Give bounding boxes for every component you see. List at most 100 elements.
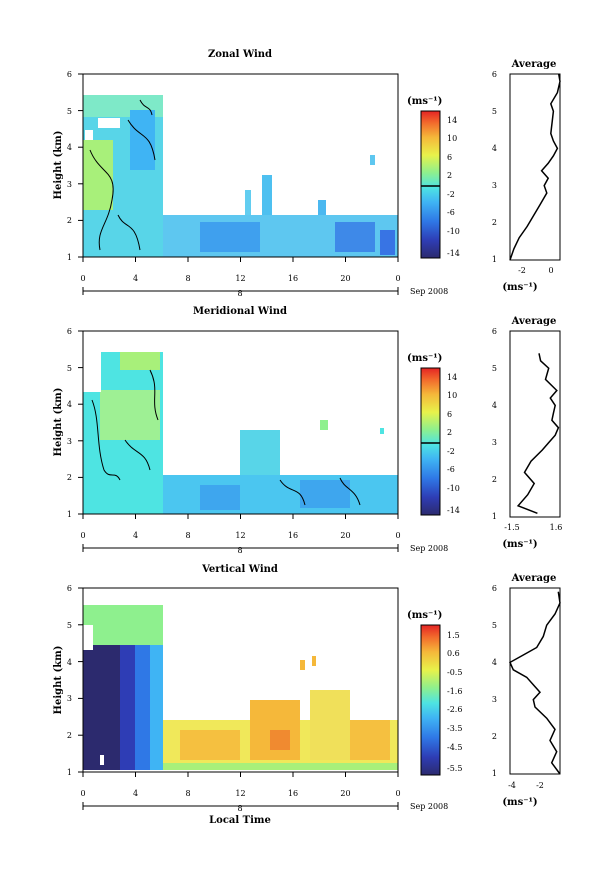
- svg-text:5: 5: [492, 621, 497, 630]
- colorbar-label: 14: [447, 116, 457, 125]
- meridional-wind-title: Meridional Wind: [193, 306, 287, 317]
- meridional-average: Average 1 2 3 4 5 6 -1.5 1.6 (ms⁻¹): [492, 316, 562, 550]
- svg-text:2: 2: [492, 732, 497, 741]
- meridional-wind-panel: Meridional Wind 0: [53, 306, 562, 555]
- zonal-day-bar: 8 Sep 2008: [82, 287, 448, 298]
- y-tick-label: 6: [67, 327, 72, 336]
- vertical-average: Average 1 2 3 4 5 6 -4 -2 (ms⁻¹): [492, 573, 561, 808]
- svg-text:6: 6: [492, 327, 497, 336]
- colorbar-unit: (ms⁻¹): [407, 96, 442, 107]
- vertical-wind-panel: Vertical Wind: [53, 564, 561, 826]
- date-label: Sep 2008: [410, 802, 448, 811]
- colorbar-label: -4.5: [447, 743, 462, 752]
- x-tick-label: 4: [133, 531, 138, 540]
- zonal-y-axis: Height (km) 1 2 3 4 5 6: [53, 70, 83, 262]
- y-axis-label: Height (km): [53, 388, 64, 457]
- zonal-average-profile: [509, 73, 561, 261]
- meridional-average-profile: [516, 353, 560, 514]
- colorbar-label: 6: [447, 153, 452, 162]
- date-label: Sep 2008: [410, 544, 448, 553]
- colorbar-label: 10: [447, 391, 457, 400]
- colorbar-label: -1.6: [447, 687, 462, 696]
- x-tick-label: 4: [133, 274, 138, 283]
- x-tick-label: 16: [288, 789, 298, 798]
- svg-text:3: 3: [492, 438, 497, 447]
- colorbar-label: -6: [447, 208, 455, 217]
- y-tick-label: 3: [67, 180, 72, 189]
- x-tick-label: 20: [340, 531, 350, 540]
- colorbar-label: -3.5: [447, 724, 462, 733]
- colorbar-label: -10: [447, 484, 460, 493]
- avg-unit: (ms⁻¹): [502, 282, 537, 293]
- svg-text:6: 6: [492, 584, 497, 593]
- meridional-x-axis: 0 4 8 12 16 20 0: [80, 514, 401, 540]
- day-marker: 8: [237, 804, 242, 813]
- y-tick-label: 6: [67, 584, 72, 593]
- y-tick-label: 3: [67, 694, 72, 703]
- x-tick-label: 8: [185, 274, 190, 283]
- colorbar-label: 1.5: [447, 631, 460, 640]
- svg-text:3: 3: [492, 181, 497, 190]
- colorbar-label: -2: [447, 447, 455, 456]
- colorbar-label: 10: [447, 134, 457, 143]
- average-title: Average: [511, 59, 557, 70]
- colorbar-label: 14: [447, 373, 457, 382]
- date-label: Sep 2008: [410, 287, 448, 296]
- colorbar-label: 0.6: [447, 649, 460, 658]
- x-tick-label: 16: [288, 531, 298, 540]
- vertical-y-axis: Height (km) 1 2 3 4 5 6: [53, 584, 83, 777]
- colorbar-label: 2: [447, 428, 452, 437]
- avg-x-tick: 1.6: [550, 523, 563, 532]
- avg-x-tick: -2: [536, 781, 544, 790]
- colorbar-label: -5.5: [447, 764, 462, 773]
- x-tick-label: 0: [395, 531, 400, 540]
- vertical-colorbar: (ms⁻¹) 1.5 0.6 -0.5 -1.6 -2.6 -3.5 -4.5 …: [407, 610, 462, 776]
- y-axis-label: Height (km): [53, 646, 64, 715]
- x-tick-label: 20: [340, 274, 350, 283]
- x-tick-label: 0: [80, 274, 85, 283]
- colorbar-label: -6: [447, 465, 455, 474]
- zonal-average: Average 1 2 3 4 5 6 -2 0 (ms⁻¹): [492, 59, 561, 293]
- x-tick-label: 0: [395, 274, 400, 283]
- x-tick-label: 8: [185, 789, 190, 798]
- svg-text:5: 5: [492, 107, 497, 116]
- svg-text:4: 4: [492, 144, 497, 153]
- colorbar-unit: (ms⁻¹): [407, 610, 442, 621]
- y-tick-label: 2: [67, 473, 72, 482]
- y-tick-label: 5: [67, 364, 72, 373]
- x-tick-label: 20: [340, 789, 350, 798]
- day-marker: 8: [237, 289, 242, 298]
- y-tick-label: 1: [67, 768, 72, 777]
- x-tick-label: 0: [395, 789, 400, 798]
- x-tick-label: 4: [133, 789, 138, 798]
- colorbar-label: -2: [447, 190, 455, 199]
- meridional-colorbar: (ms⁻¹) 14 10 6 2 -2 -6 -10 -14: [407, 353, 460, 516]
- vertical-average-profile: [509, 591, 561, 775]
- meridional-field: [83, 352, 398, 514]
- avg-unit: (ms⁻¹): [502, 797, 537, 808]
- y-tick-label: 1: [67, 510, 72, 519]
- meridional-y-axis: Height (km) 1 2 3 4 5 6: [53, 327, 83, 519]
- svg-text:3: 3: [492, 695, 497, 704]
- y-axis-label: Height (km): [53, 131, 64, 200]
- avg-unit: (ms⁻¹): [502, 539, 537, 550]
- svg-text:2: 2: [492, 218, 497, 227]
- svg-text:6: 6: [492, 70, 497, 79]
- x-tick-label: 0: [80, 789, 85, 798]
- vertical-x-axis: 0 4 8 12 16 20 0: [80, 772, 401, 798]
- y-tick-label: 4: [67, 143, 72, 152]
- svg-text:4: 4: [492, 658, 497, 667]
- average-title: Average: [511, 316, 557, 327]
- avg-x-tick: -1.5: [504, 523, 519, 532]
- svg-text:1: 1: [492, 769, 497, 778]
- zonal-wind-title: Zonal Wind: [208, 49, 272, 60]
- svg-text:5: 5: [492, 364, 497, 373]
- x-tick-label: 16: [288, 274, 298, 283]
- zonal-field: [83, 95, 398, 257]
- colorbar-label: 6: [447, 410, 452, 419]
- y-tick-label: 1: [67, 253, 72, 262]
- y-tick-label: 4: [67, 400, 72, 409]
- zonal-wind-panel: Zonal Wind: [53, 49, 561, 298]
- x-tick-label: 8: [185, 531, 190, 540]
